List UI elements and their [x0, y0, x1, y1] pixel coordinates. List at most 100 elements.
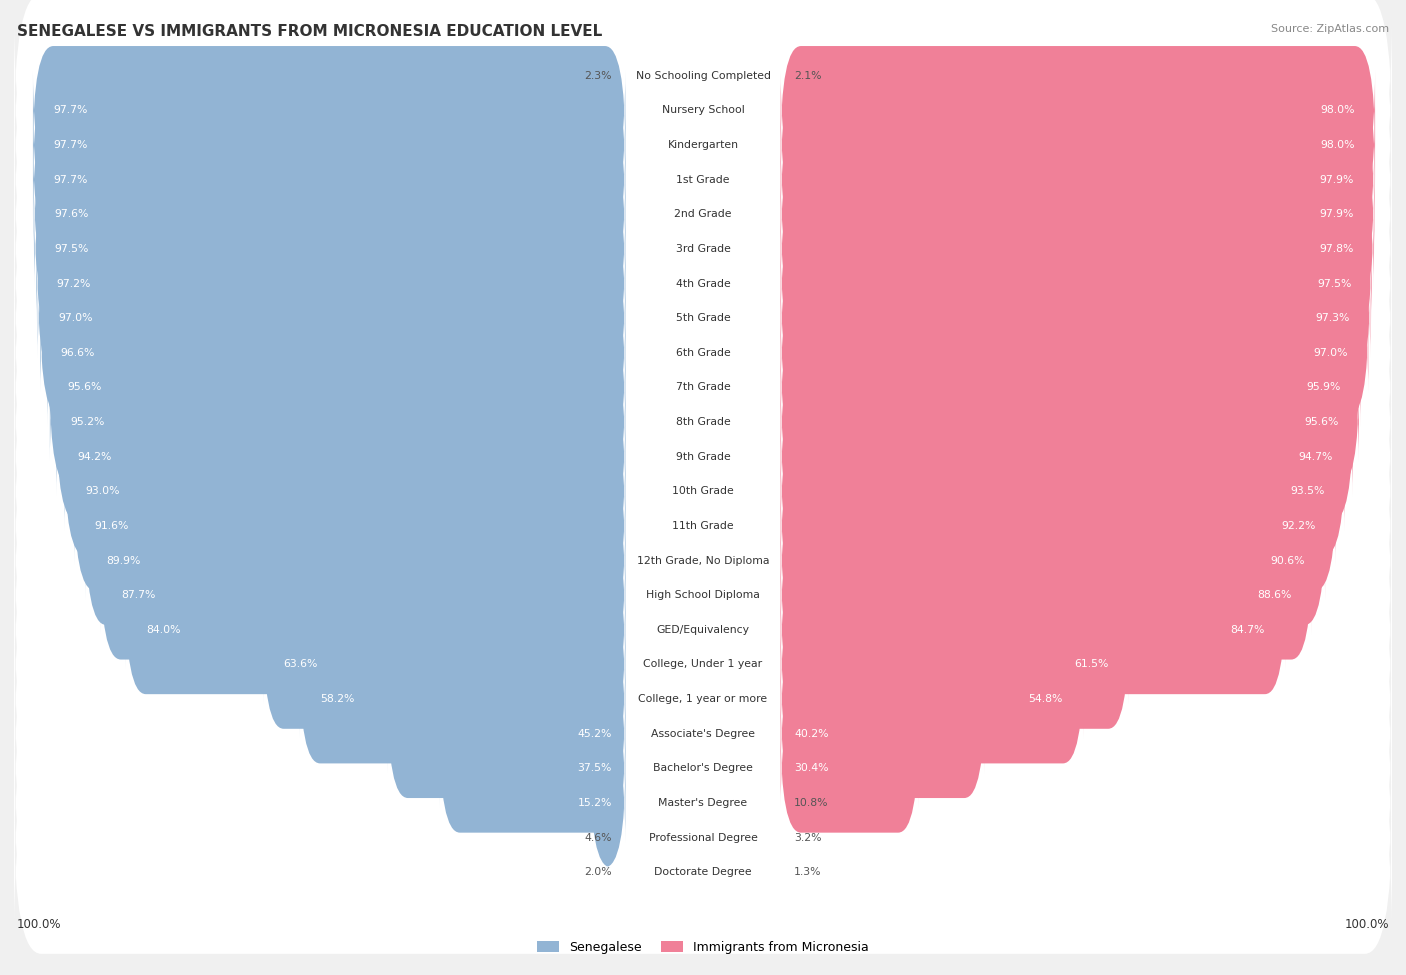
Text: 97.3%: 97.3% [1316, 313, 1350, 323]
FancyBboxPatch shape [780, 184, 1374, 313]
Text: 100.0%: 100.0% [17, 918, 62, 931]
FancyBboxPatch shape [75, 461, 626, 590]
Text: 54.8%: 54.8% [1029, 694, 1063, 704]
FancyBboxPatch shape [14, 548, 1392, 712]
FancyBboxPatch shape [14, 652, 1392, 815]
Text: Doctorate Degree: Doctorate Degree [654, 867, 752, 878]
Text: 4.6%: 4.6% [585, 833, 612, 842]
Text: 97.7%: 97.7% [53, 140, 87, 150]
Text: 97.0%: 97.0% [58, 313, 93, 323]
Text: 2.0%: 2.0% [583, 867, 612, 878]
FancyBboxPatch shape [780, 46, 1375, 175]
Text: 88.6%: 88.6% [1257, 590, 1291, 601]
FancyBboxPatch shape [14, 63, 1392, 227]
Text: Kindergarten: Kindergarten [668, 140, 738, 150]
Text: 15.2%: 15.2% [578, 798, 612, 808]
FancyBboxPatch shape [32, 81, 626, 210]
Text: 95.2%: 95.2% [70, 417, 104, 427]
FancyBboxPatch shape [32, 115, 626, 244]
Text: 2nd Grade: 2nd Grade [675, 210, 731, 219]
FancyBboxPatch shape [100, 530, 626, 659]
FancyBboxPatch shape [780, 81, 1375, 210]
Text: 12th Grade, No Diploma: 12th Grade, No Diploma [637, 556, 769, 566]
FancyBboxPatch shape [14, 479, 1392, 643]
Text: 93.5%: 93.5% [1291, 487, 1324, 496]
Text: 97.9%: 97.9% [1320, 175, 1354, 184]
Text: 92.2%: 92.2% [1281, 521, 1316, 531]
FancyBboxPatch shape [14, 791, 1392, 954]
FancyBboxPatch shape [14, 271, 1392, 435]
FancyBboxPatch shape [14, 514, 1392, 677]
Text: 58.2%: 58.2% [321, 694, 354, 704]
FancyBboxPatch shape [14, 410, 1392, 573]
Text: SENEGALESE VS IMMIGRANTS FROM MICRONESIA EDUCATION LEVEL: SENEGALESE VS IMMIGRANTS FROM MICRONESIA… [17, 24, 602, 39]
FancyBboxPatch shape [591, 738, 626, 868]
FancyBboxPatch shape [388, 669, 626, 798]
Text: 6th Grade: 6th Grade [676, 348, 730, 358]
FancyBboxPatch shape [780, 392, 1353, 521]
Text: 97.8%: 97.8% [1319, 244, 1354, 254]
Text: GED/Equivalency: GED/Equivalency [657, 625, 749, 635]
FancyBboxPatch shape [780, 704, 918, 833]
Text: 3rd Grade: 3rd Grade [675, 244, 731, 254]
Text: 97.9%: 97.9% [1320, 210, 1354, 219]
Text: 95.9%: 95.9% [1306, 382, 1340, 392]
Text: 95.6%: 95.6% [1305, 417, 1339, 427]
Text: 37.5%: 37.5% [578, 763, 612, 773]
Text: Bachelor's Degree: Bachelor's Degree [652, 763, 754, 773]
Text: Nursery School: Nursery School [662, 105, 744, 115]
Text: 3.2%: 3.2% [794, 833, 821, 842]
FancyBboxPatch shape [780, 115, 1375, 244]
Text: No Schooling Completed: No Schooling Completed [636, 71, 770, 81]
FancyBboxPatch shape [14, 202, 1392, 366]
Text: Associate's Degree: Associate's Degree [651, 728, 755, 739]
FancyBboxPatch shape [14, 340, 1392, 504]
Text: 40.2%: 40.2% [794, 728, 828, 739]
FancyBboxPatch shape [780, 496, 1324, 625]
Text: 87.7%: 87.7% [121, 590, 155, 601]
FancyBboxPatch shape [780, 635, 1083, 763]
Text: 91.6%: 91.6% [94, 521, 129, 531]
FancyBboxPatch shape [14, 98, 1392, 261]
Text: 90.6%: 90.6% [1270, 556, 1305, 566]
FancyBboxPatch shape [32, 46, 626, 175]
FancyBboxPatch shape [780, 358, 1358, 487]
FancyBboxPatch shape [48, 323, 626, 451]
FancyBboxPatch shape [34, 150, 626, 279]
FancyBboxPatch shape [14, 583, 1392, 746]
Text: Professional Degree: Professional Degree [648, 833, 758, 842]
Text: 93.0%: 93.0% [84, 487, 120, 496]
FancyBboxPatch shape [780, 254, 1371, 382]
FancyBboxPatch shape [14, 306, 1392, 469]
Text: 97.6%: 97.6% [53, 210, 89, 219]
Text: 30.4%: 30.4% [794, 763, 828, 773]
FancyBboxPatch shape [37, 219, 626, 348]
FancyBboxPatch shape [780, 289, 1368, 417]
Text: 10.8%: 10.8% [794, 798, 828, 808]
Text: 61.5%: 61.5% [1074, 659, 1108, 670]
Text: Source: ZipAtlas.com: Source: ZipAtlas.com [1271, 24, 1389, 34]
FancyBboxPatch shape [780, 323, 1361, 451]
FancyBboxPatch shape [780, 219, 1372, 348]
Text: College, 1 year or more: College, 1 year or more [638, 694, 768, 704]
FancyBboxPatch shape [34, 184, 626, 313]
Text: 63.6%: 63.6% [284, 659, 318, 670]
FancyBboxPatch shape [780, 150, 1375, 279]
Text: 4th Grade: 4th Grade [676, 279, 730, 289]
FancyBboxPatch shape [38, 254, 626, 382]
Text: 45.2%: 45.2% [578, 728, 612, 739]
FancyBboxPatch shape [14, 617, 1392, 781]
FancyBboxPatch shape [780, 566, 1285, 694]
FancyBboxPatch shape [780, 669, 984, 798]
FancyBboxPatch shape [14, 756, 1392, 919]
Text: 97.0%: 97.0% [1313, 348, 1348, 358]
Text: 2.3%: 2.3% [585, 71, 612, 81]
FancyBboxPatch shape [14, 28, 1392, 192]
FancyBboxPatch shape [86, 496, 626, 625]
FancyBboxPatch shape [14, 686, 1392, 850]
FancyBboxPatch shape [14, 237, 1392, 400]
Text: 97.5%: 97.5% [1317, 279, 1351, 289]
FancyBboxPatch shape [49, 358, 626, 487]
Text: 2.1%: 2.1% [794, 71, 821, 81]
FancyBboxPatch shape [299, 635, 626, 763]
